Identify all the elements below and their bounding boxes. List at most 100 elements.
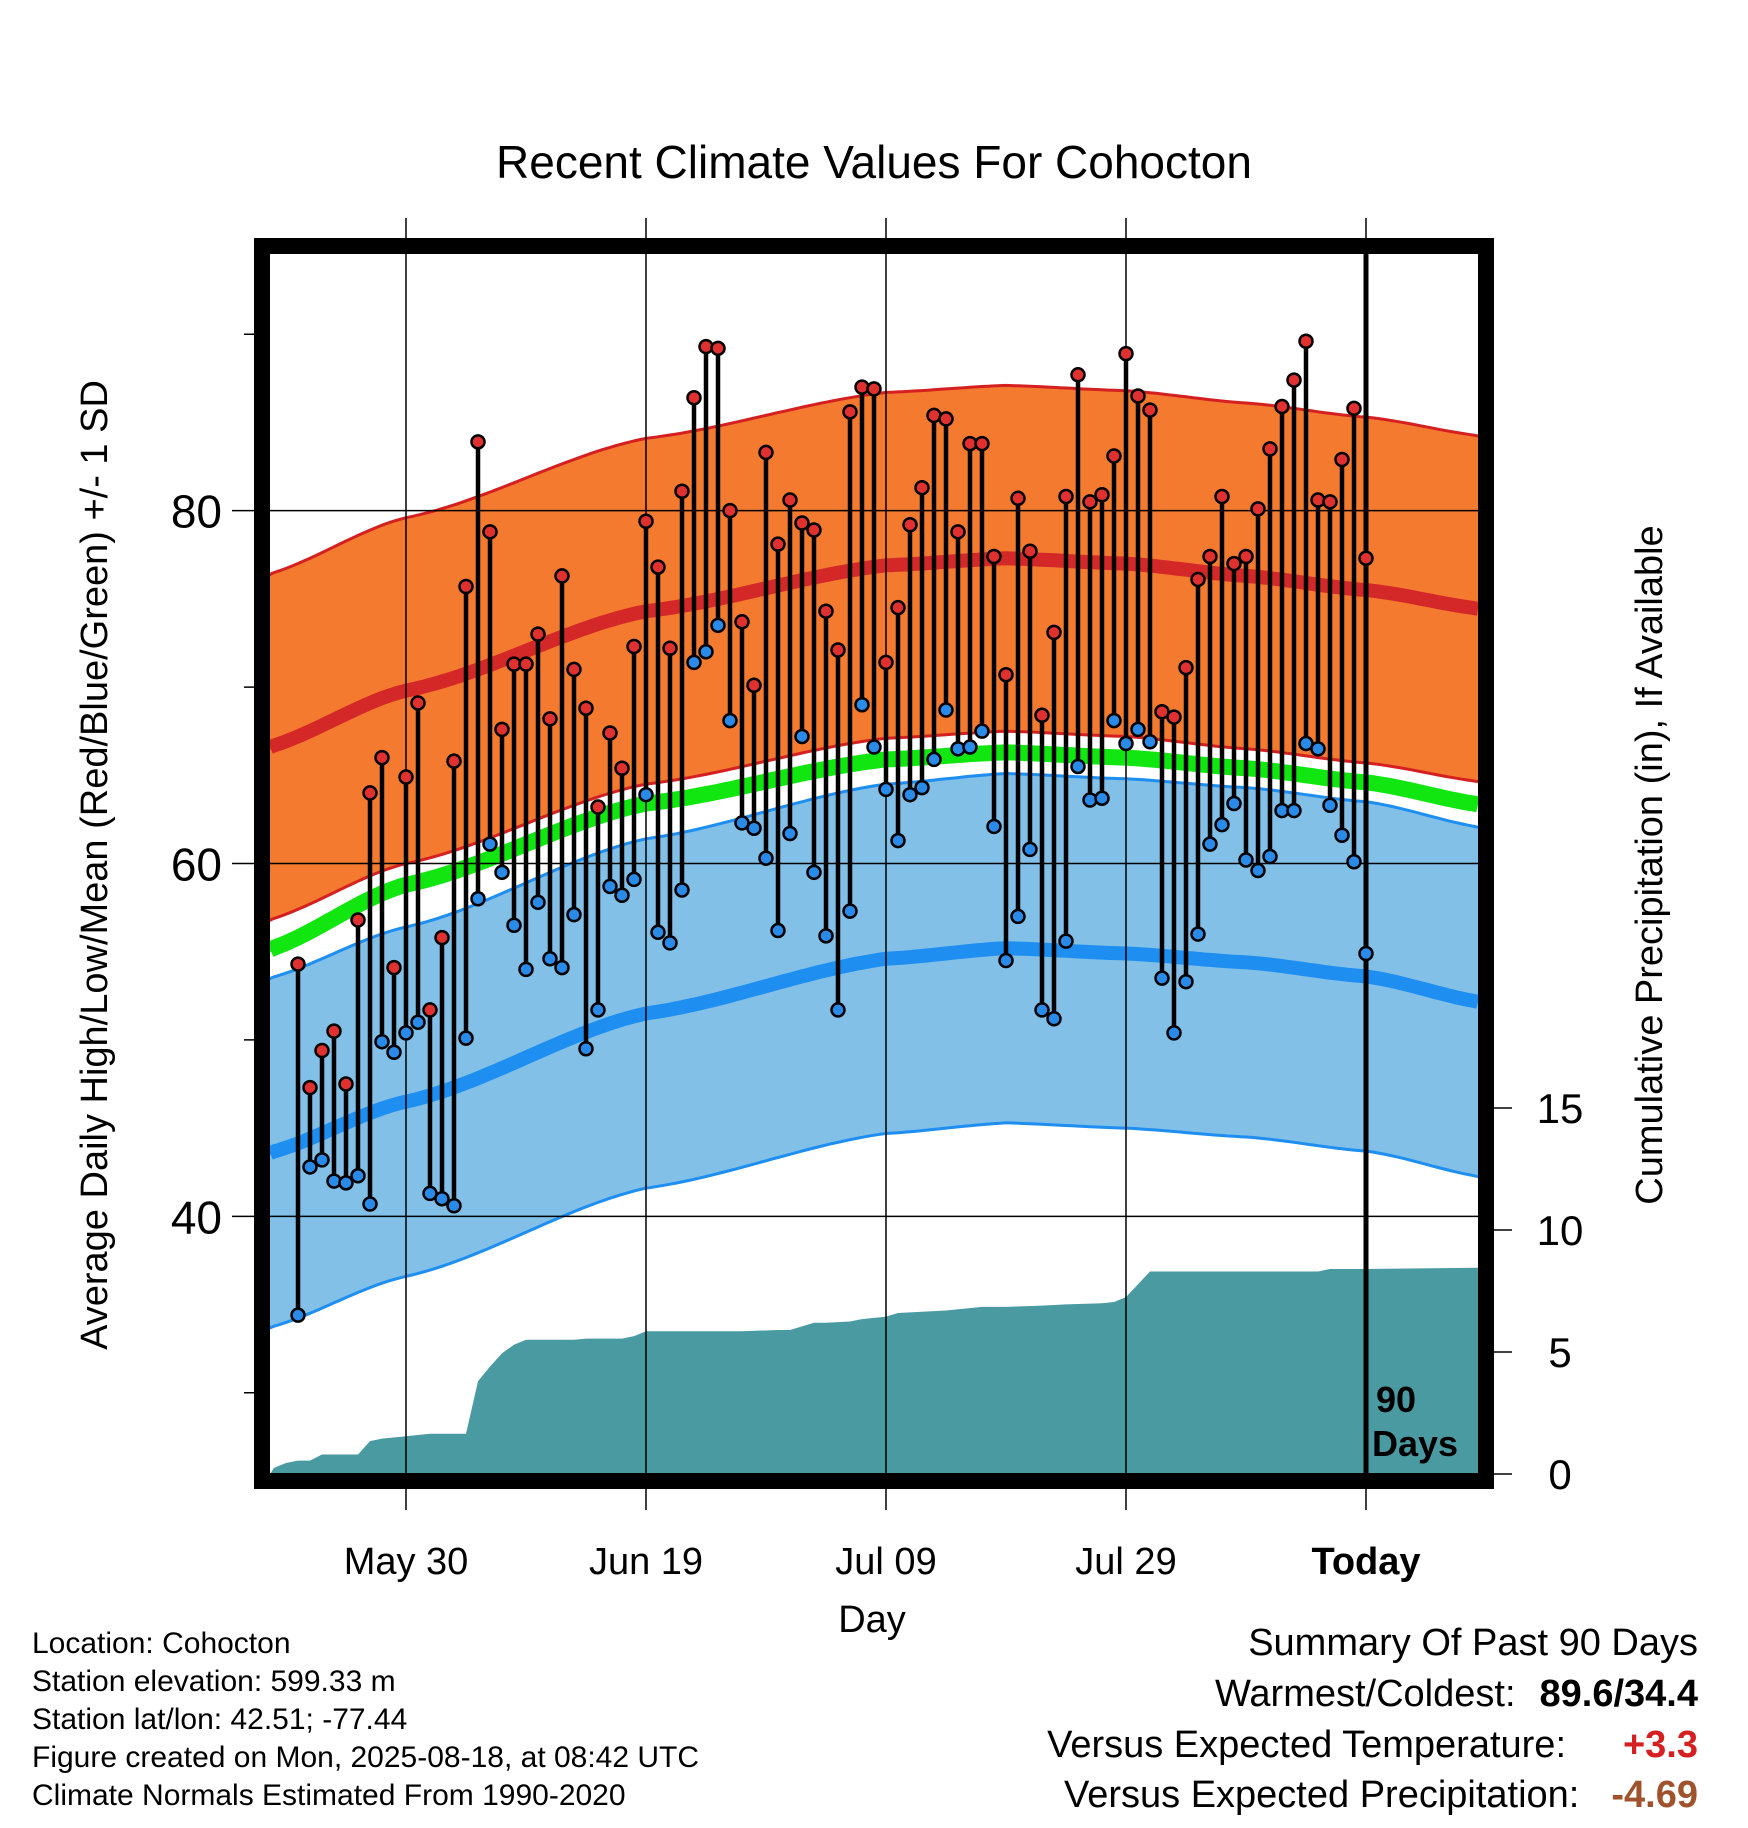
low-point-5 xyxy=(338,1175,354,1191)
high-point-41 xyxy=(770,536,786,552)
low-point-64 xyxy=(1046,1011,1062,1027)
low-point-18 xyxy=(494,864,510,881)
low-point-60 xyxy=(998,952,1014,969)
high-point-77 xyxy=(1202,548,1218,565)
high-point-56 xyxy=(950,524,966,540)
high-point-65 xyxy=(1058,488,1074,505)
low-point-52 xyxy=(902,786,918,803)
high-point-83 xyxy=(1274,398,1290,415)
high-point-21 xyxy=(530,626,546,642)
high-point-33 xyxy=(674,483,690,499)
low-point-10 xyxy=(398,1025,414,1041)
high-point-89 xyxy=(1346,400,1362,417)
high-point-58 xyxy=(974,435,990,452)
y-tick-labels: 40 60 80 xyxy=(171,486,222,1244)
latlon-text: Station lat/lon: 42.51; -77.44 xyxy=(32,1703,408,1736)
low-point-86 xyxy=(1310,741,1326,757)
high-point-10 xyxy=(398,769,414,785)
low-point-49 xyxy=(866,739,882,755)
high-point-72 xyxy=(1142,402,1158,418)
high-point-7 xyxy=(362,785,378,801)
low-point-58 xyxy=(974,723,990,739)
low-point-3 xyxy=(314,1152,330,1168)
precip-anomaly-label: Versus Expected Precipitation: xyxy=(1063,1774,1580,1816)
precipitation-layer xyxy=(270,1267,1478,1474)
low-point-74 xyxy=(1166,1025,1182,1041)
low-point-42 xyxy=(782,825,798,842)
low-point-35 xyxy=(698,644,714,660)
high-point-23 xyxy=(554,568,570,584)
low-point-75 xyxy=(1178,973,1194,990)
high-point-8 xyxy=(374,749,390,766)
low-sd-band xyxy=(270,773,1478,1330)
low-point-48 xyxy=(854,696,870,713)
x-axis-label: Day xyxy=(838,1599,906,1641)
high-point-78 xyxy=(1214,488,1230,505)
high-point-87 xyxy=(1322,494,1338,510)
high-point-2 xyxy=(302,1079,318,1096)
high-point-22 xyxy=(542,711,558,727)
high-point-17 xyxy=(482,524,498,540)
low-point-72 xyxy=(1142,734,1158,750)
low-point-61 xyxy=(1010,908,1026,925)
temp-anomaly-value: +3.3 xyxy=(1622,1724,1698,1766)
low-point-1 xyxy=(290,1307,306,1323)
low-point-19 xyxy=(506,917,522,933)
low-point-15 xyxy=(458,1030,474,1046)
high-point-67 xyxy=(1082,494,1098,510)
elevation-text: Station elevation: 599.33 m xyxy=(32,1665,396,1698)
high-point-11 xyxy=(410,695,426,711)
high-point-24 xyxy=(566,661,582,678)
x-tick-labels: May 30 Jun 19 Jul 09 Jul 29 Today xyxy=(344,1541,1421,1583)
y-tick-label-60: 60 xyxy=(171,839,222,891)
high-point-32 xyxy=(662,640,678,657)
low-point-81 xyxy=(1250,862,1266,879)
low-point-53 xyxy=(914,779,930,796)
high-point-62 xyxy=(1022,543,1038,559)
high-point-16 xyxy=(470,434,486,450)
low-point-25 xyxy=(578,1041,594,1057)
low-point-43 xyxy=(794,728,810,745)
high-point-1 xyxy=(290,956,306,972)
low-point-51 xyxy=(890,832,906,849)
high-point-74 xyxy=(1166,709,1182,725)
low-point-89 xyxy=(1346,853,1362,870)
high-point-29 xyxy=(626,638,642,655)
x-tick-label-3: Jul 29 xyxy=(1075,1541,1176,1583)
chart-title: Recent Climate Values For Cohocton xyxy=(496,136,1252,188)
high-point-13 xyxy=(434,929,450,946)
high-point-42 xyxy=(782,492,798,508)
low-point-68 xyxy=(1094,790,1110,806)
low-point-50 xyxy=(878,781,894,798)
high-point-51 xyxy=(890,599,906,616)
low-point-30 xyxy=(638,786,654,803)
high-point-4 xyxy=(326,1023,342,1039)
high-point-39 xyxy=(746,677,762,694)
location-text: Location: Cohocton xyxy=(32,1627,291,1660)
low-point-23 xyxy=(554,959,570,976)
high-point-45 xyxy=(818,603,834,619)
low-point-14 xyxy=(446,1198,462,1214)
x-tick-label-1: Jun 19 xyxy=(589,1541,703,1583)
high-point-9 xyxy=(386,959,402,976)
warm-cold-value: 89.6/34.4 xyxy=(1539,1673,1698,1715)
low-point-32 xyxy=(662,935,678,951)
summary-title: Summary Of Past 90 Days xyxy=(1248,1622,1698,1664)
y2-tick-labels: 0 5 10 15 xyxy=(1537,1085,1584,1498)
normal-low-line xyxy=(263,941,1485,1160)
x-tick-label-0: May 30 xyxy=(344,1541,469,1583)
low-point-34 xyxy=(686,654,702,671)
high-point-71 xyxy=(1130,388,1146,404)
high-point-88 xyxy=(1334,451,1350,468)
high-point-84 xyxy=(1286,372,1302,388)
low-point-13 xyxy=(434,1190,450,1207)
high-point-75 xyxy=(1178,659,1194,676)
low-point-37 xyxy=(722,712,738,729)
low-point-39 xyxy=(746,820,762,836)
low-point-20 xyxy=(518,961,534,978)
high-point-44 xyxy=(806,522,822,538)
low-point-62 xyxy=(1022,841,1038,858)
high-point-49 xyxy=(866,381,882,397)
low-point-33 xyxy=(674,882,690,898)
low-point-65 xyxy=(1058,933,1074,949)
